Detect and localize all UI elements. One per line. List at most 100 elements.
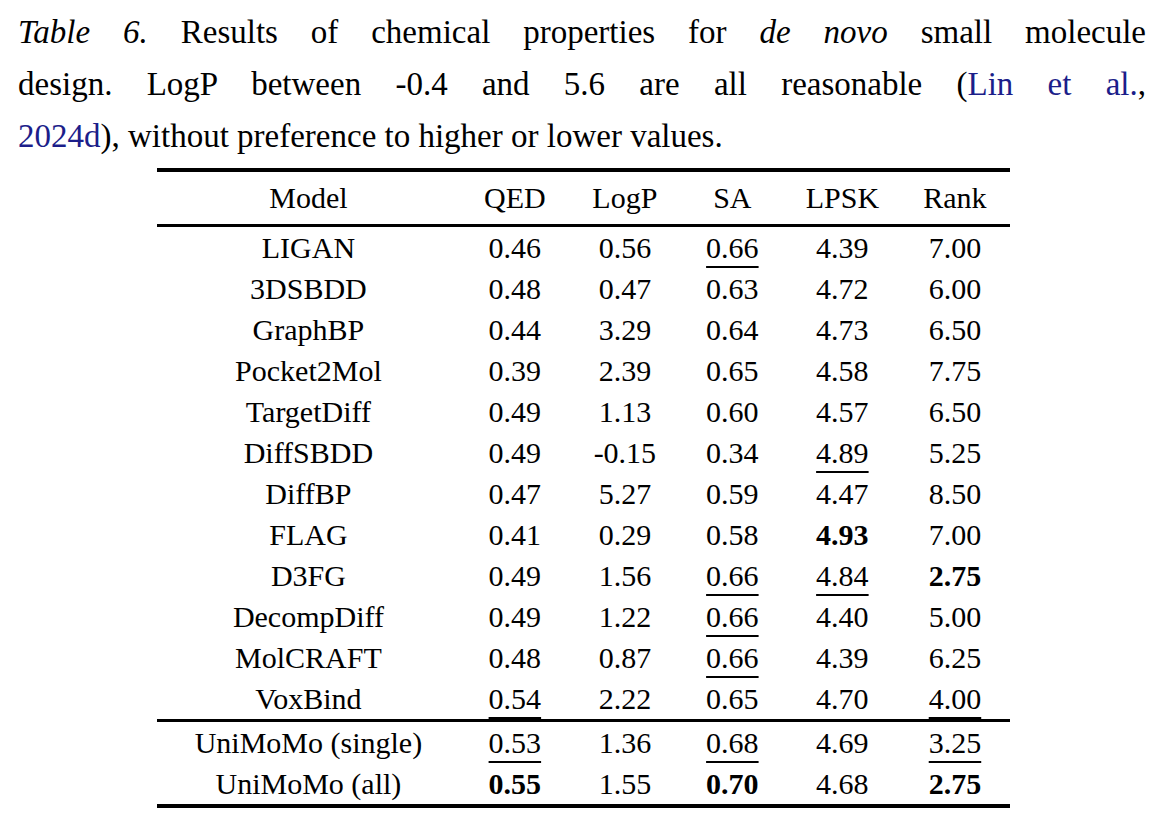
value-cell: 0.48 — [460, 637, 570, 678]
value-cell: 4.69 — [785, 721, 900, 764]
model-name-cell: 3DSBDD — [157, 268, 460, 309]
value-cell: -0.15 — [570, 432, 680, 473]
metric-value: 4.58 — [816, 354, 869, 387]
value-cell: 0.70 — [680, 763, 785, 806]
metric-value: 1.13 — [599, 395, 652, 428]
metric-value: 1.36 — [599, 726, 652, 759]
citation-link[interactable]: Lin et al. — [968, 66, 1138, 102]
metric-value: 4.72 — [816, 272, 869, 305]
metric-value: 5.25 — [929, 436, 982, 469]
metric-value: 0.49 — [489, 436, 542, 469]
metric-value: 0.48 — [489, 272, 542, 305]
value-cell: 4.57 — [785, 391, 900, 432]
caption-text: de novo — [760, 14, 888, 50]
value-cell: 0.59 — [680, 473, 785, 514]
value-cell: 5.00 — [900, 596, 1010, 637]
model-name-cell: GraphBP — [157, 309, 460, 350]
value-cell: 0.66 — [680, 555, 785, 596]
metric-value: 4.40 — [816, 600, 869, 633]
metric-value: 8.50 — [929, 477, 982, 510]
metric-value: 4.70 — [816, 682, 869, 715]
value-cell: 2.22 — [570, 678, 680, 721]
table-row-flag: FLAG0.410.290.584.937.00 — [157, 514, 1010, 555]
value-cell: 4.40 — [785, 596, 900, 637]
metric-value: 5.00 — [929, 600, 982, 633]
results-table: ModelQEDLogPSALPSKRank LIGAN0.460.560.66… — [157, 168, 1010, 808]
value-cell: 0.44 — [460, 309, 570, 350]
model-name-cell: UniMoMo (all) — [157, 763, 460, 806]
value-cell: 7.00 — [900, 514, 1010, 555]
value-cell: 0.68 — [680, 721, 785, 764]
metric-value: 4.57 — [816, 395, 869, 428]
metric-value: 6.50 — [929, 313, 982, 346]
model-name-cell: Pocket2Mol — [157, 350, 460, 391]
value-cell: 1.56 — [570, 555, 680, 596]
metric-value: 1.55 — [599, 767, 652, 800]
value-cell: 0.66 — [680, 226, 785, 269]
value-cell: 0.63 — [680, 268, 785, 309]
metric-value: 6.50 — [929, 395, 982, 428]
table-row-ligan: LIGAN0.460.560.664.397.00 — [157, 226, 1010, 269]
value-cell: 5.25 — [900, 432, 1010, 473]
metric-value: 0.59 — [706, 477, 759, 510]
column-header-model: Model — [157, 170, 460, 226]
value-cell: 0.65 — [680, 350, 785, 391]
value-cell: 0.53 — [460, 721, 570, 764]
paper-page: Table 6. Results of chemical properties … — [0, 0, 1162, 808]
metric-value: 6.25 — [929, 641, 982, 674]
caption-text: small molecule — [888, 14, 1146, 50]
metric-value: 2.22 — [599, 682, 652, 715]
value-cell: 6.00 — [900, 268, 1010, 309]
metric-value: 0.49 — [489, 600, 542, 633]
metric-value: -0.15 — [594, 436, 657, 469]
column-header-rank: Rank — [900, 170, 1010, 226]
table-row-molcraft: MolCRAFT0.480.870.664.396.25 — [157, 637, 1010, 678]
table-row-pocket2mol: Pocket2Mol0.392.390.654.587.75 — [157, 350, 1010, 391]
metric-value: 4.00 — [929, 682, 982, 715]
value-cell: 0.56 — [570, 226, 680, 269]
value-cell: 4.39 — [785, 637, 900, 678]
table-header: ModelQEDLogPSALPSKRank — [157, 170, 1010, 226]
caption-text: Results of chemical properties for — [148, 14, 760, 50]
value-cell: 0.39 — [460, 350, 570, 391]
caption-text: Table 6. — [18, 14, 148, 50]
metric-value: 0.66 — [706, 600, 759, 633]
value-cell: 0.55 — [460, 763, 570, 806]
value-cell: 0.66 — [680, 596, 785, 637]
model-name-cell: UniMoMo (single) — [157, 721, 460, 764]
metric-value: 4.68 — [816, 767, 869, 800]
metric-value: 2.75 — [929, 767, 982, 800]
value-cell: 4.58 — [785, 350, 900, 391]
value-cell: 4.73 — [785, 309, 900, 350]
model-name-cell: D3FG — [157, 555, 460, 596]
value-cell: 5.27 — [570, 473, 680, 514]
caption-text: design. LogP between -0.4 and 5.6 are al… — [18, 66, 968, 102]
value-cell: 1.55 — [570, 763, 680, 806]
value-cell: 6.25 — [900, 637, 1010, 678]
caption-text: , — [1138, 66, 1146, 102]
caption-line: 2024d), without preference to higher or … — [18, 110, 1146, 162]
table-row-diffbp: DiffBP0.475.270.594.478.50 — [157, 473, 1010, 514]
metric-value: 7.00 — [929, 231, 982, 264]
metric-value: 0.66 — [706, 231, 759, 264]
header-row: ModelQEDLogPSALPSKRank — [157, 170, 1010, 226]
value-cell: 0.29 — [570, 514, 680, 555]
caption-text: ), without preference to higher or lower… — [101, 118, 723, 154]
value-cell: 4.89 — [785, 432, 900, 473]
value-cell: 0.34 — [680, 432, 785, 473]
column-header-qed: QED — [460, 170, 570, 226]
table-row-voxbind: VoxBind0.542.220.654.704.00 — [157, 678, 1010, 721]
table-row-unimomo-single: UniMoMo (single)0.531.360.684.693.25 — [157, 721, 1010, 764]
value-cell: 0.48 — [460, 268, 570, 309]
table-row-d3fg: D3FG0.491.560.664.842.75 — [157, 555, 1010, 596]
metric-value: 0.56 — [599, 231, 652, 264]
metric-value: 4.69 — [816, 726, 869, 759]
value-cell: 0.49 — [460, 596, 570, 637]
metric-value: 0.49 — [489, 395, 542, 428]
value-cell: 0.87 — [570, 637, 680, 678]
metric-value: 4.47 — [816, 477, 869, 510]
citation-link[interactable]: 2024d — [18, 118, 101, 154]
metric-value: 0.41 — [489, 518, 542, 551]
model-name-cell: DiffBP — [157, 473, 460, 514]
metric-value: 0.60 — [706, 395, 759, 428]
